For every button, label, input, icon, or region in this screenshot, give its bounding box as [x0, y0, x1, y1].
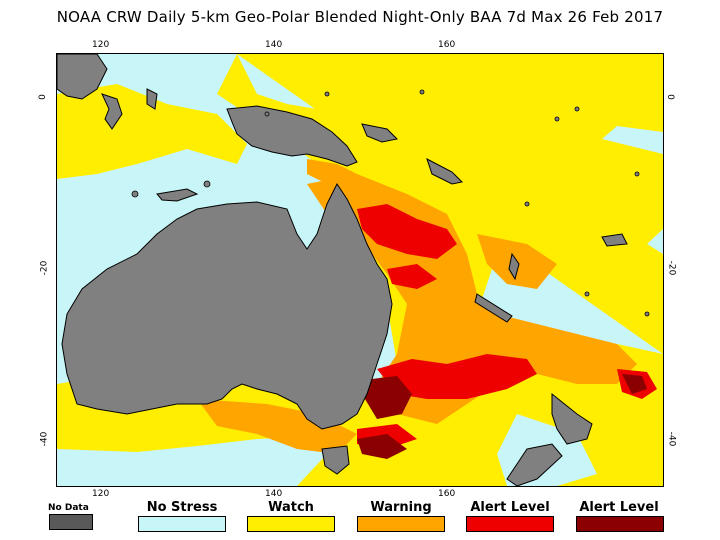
- island: [203, 180, 211, 188]
- island: [554, 116, 560, 122]
- alert2-east: [622, 374, 647, 394]
- lon-tick-bottom-160: 160: [438, 489, 456, 499]
- alert1-coral-sea: [357, 204, 457, 259]
- land-nz-north: [551, 392, 593, 445]
- island: [574, 106, 580, 112]
- island: [264, 111, 270, 117]
- legend-swatch-warning: [357, 516, 445, 532]
- land-new-guinea: [226, 105, 358, 167]
- legend-swatch-no-stress: [138, 516, 226, 532]
- land-sulawesi: [101, 93, 123, 130]
- land-tasmania: [321, 445, 350, 475]
- land-vanuatu: [508, 252, 520, 281]
- legend-swatch-alert-1: [466, 516, 554, 532]
- lat-tick-right-20: -20: [666, 260, 677, 276]
- lat-tick-left-0: 0: [37, 94, 48, 100]
- alert1-tasman: [377, 354, 537, 399]
- lat-tick-left-40: -40: [39, 431, 50, 447]
- land-new-caledonia: [474, 293, 513, 323]
- legend-label-watch: Watch: [268, 500, 314, 515]
- island: [524, 201, 530, 207]
- island: [634, 171, 640, 177]
- legend-swatch-no-data: [49, 514, 93, 530]
- lat-tick-right-0: 0: [664, 94, 675, 100]
- land-borneo: [57, 54, 108, 100]
- lat-tick-left-20: -20: [39, 260, 50, 276]
- map-panel: [56, 53, 664, 487]
- legend-swatch-alert-2: [576, 516, 664, 532]
- land-australia: [61, 183, 393, 430]
- lon-tick-bottom-140: 140: [265, 489, 283, 499]
- warning-zone-2: [307, 159, 357, 184]
- land-solomon: [426, 157, 464, 185]
- land-fiji: [601, 233, 628, 247]
- alert1-coral-sea-2: [387, 264, 437, 289]
- warning-zone-3: [197, 399, 357, 454]
- lon-tick-top-120: 120: [92, 40, 110, 50]
- legend-label-warning: Warning: [370, 500, 432, 515]
- watch-far-south: [57, 426, 207, 454]
- land-timor: [156, 188, 199, 202]
- lat-tick-right-40: -40: [666, 431, 677, 447]
- land-new-britain: [361, 123, 399, 143]
- island: [324, 91, 330, 97]
- land-halmahera: [146, 88, 158, 110]
- legend-swatch-watch: [247, 516, 335, 532]
- island: [584, 291, 590, 297]
- island: [644, 311, 650, 317]
- island: [131, 190, 139, 198]
- legend-label-no-data: No Data: [48, 503, 89, 513]
- alert2-south: [357, 434, 407, 459]
- map-title: NOAA CRW Daily 5-km Geo-Polar Blended Ni…: [56, 8, 664, 26]
- bleaching-map: [57, 54, 663, 486]
- lon-tick-bottom-120: 120: [92, 489, 110, 499]
- watch-upper-left: [57, 84, 247, 179]
- legend-label-no-stress: No Stress: [146, 500, 218, 515]
- land-nz-south: [506, 443, 563, 486]
- alert2-tasman: [365, 376, 412, 419]
- small-islands: [131, 89, 650, 317]
- lon-tick-top-160: 160: [438, 40, 456, 50]
- island: [419, 89, 425, 95]
- no-stress-south: [57, 436, 327, 486]
- lon-tick-top-140: 140: [265, 40, 283, 50]
